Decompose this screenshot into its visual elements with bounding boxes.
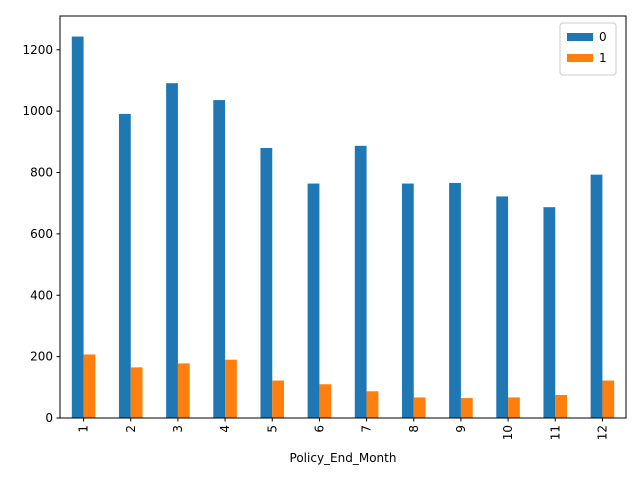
- x-tick-label: 11: [548, 425, 562, 440]
- x-tick-label: 1: [77, 425, 91, 433]
- x-tick-label: 8: [407, 425, 421, 433]
- bar-series-0-1: [71, 36, 84, 419]
- bar-series-0-3: [166, 83, 178, 418]
- axes-frame: [59, 15, 627, 419]
- x-tick-label: 5: [265, 425, 279, 433]
- y-tick-label: 800: [30, 166, 53, 180]
- x-tick-label: 6: [312, 425, 326, 433]
- bar-series-1-1: [83, 354, 96, 418]
- x-tick-label: 3: [171, 425, 185, 433]
- bar-series-1-2: [130, 367, 143, 418]
- y-tick-label: 600: [30, 227, 53, 241]
- y-tick-label: 200: [30, 350, 53, 364]
- x-tick-label: 10: [501, 425, 515, 440]
- legend-swatch-0: [567, 33, 593, 41]
- legend-label-0: 0: [599, 30, 607, 44]
- x-tick-label: 7: [360, 425, 374, 433]
- y-tick-label: 1200: [22, 43, 53, 57]
- bar-series-0-4: [213, 100, 226, 418]
- legend-swatch-1: [567, 54, 593, 62]
- bar-series-0-2: [118, 113, 131, 418]
- bar-series-1-9: [460, 398, 473, 418]
- x-tick-label: 2: [124, 425, 138, 433]
- bar-series-1-7: [366, 391, 379, 418]
- bar-series-0-9: [449, 182, 461, 418]
- x-axis-title: Policy_End_Month: [290, 451, 397, 465]
- bar-series-1-3: [177, 363, 190, 418]
- bar-series-1-11: [555, 394, 568, 418]
- bar-series-0-6: [307, 183, 320, 418]
- y-tick-label: 400: [30, 288, 53, 302]
- bar-series-1-10: [508, 397, 520, 418]
- x-tick-label: 9: [454, 425, 468, 433]
- y-tick-label: 0: [45, 411, 53, 425]
- bar-series-0-7: [354, 145, 367, 418]
- bar-series-0-10: [496, 196, 509, 418]
- bar-series-0-11: [543, 207, 556, 418]
- bar-series-1-12: [602, 380, 615, 418]
- bar-series-0-8: [401, 183, 414, 418]
- x-tick-label: 4: [218, 425, 232, 433]
- bar-series-1-4: [225, 359, 237, 418]
- bar-series-0-5: [260, 147, 273, 418]
- bar-series-1-8: [413, 397, 426, 418]
- legend-box: [559, 22, 617, 76]
- y-tick-label: 1000: [22, 104, 53, 118]
- legend-label-1: 1: [599, 51, 607, 65]
- x-tick-label: 12: [595, 425, 609, 440]
- bar-series-1-5: [272, 380, 285, 418]
- bar-series-1-6: [319, 384, 332, 418]
- bar-series-0-12: [590, 174, 603, 418]
